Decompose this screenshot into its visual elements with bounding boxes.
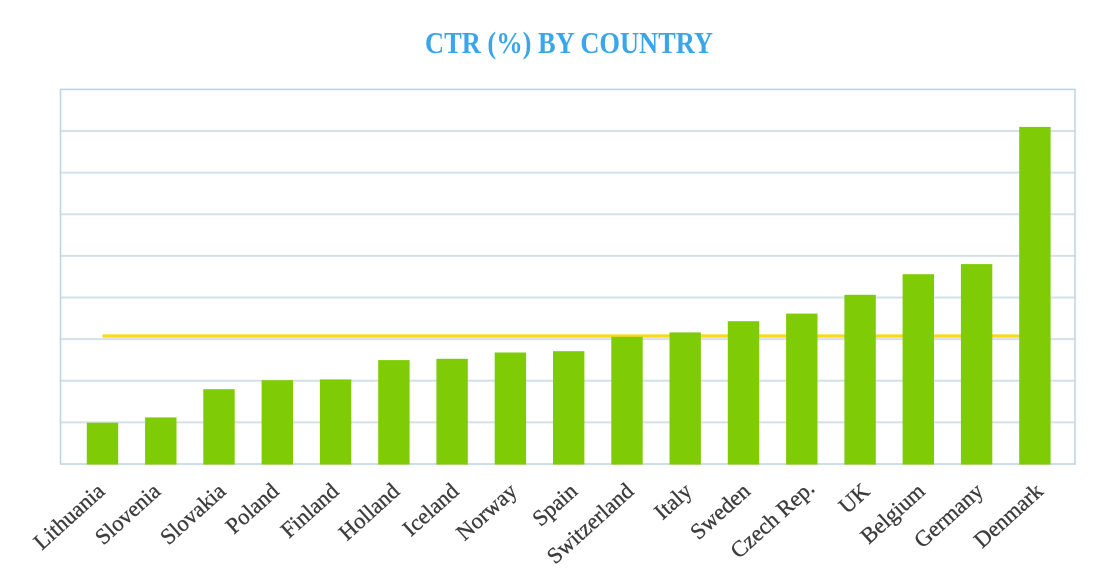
svg-text:CTR (%) BY COUNTRY: CTR (%) BY COUNTRY (425, 25, 713, 60)
